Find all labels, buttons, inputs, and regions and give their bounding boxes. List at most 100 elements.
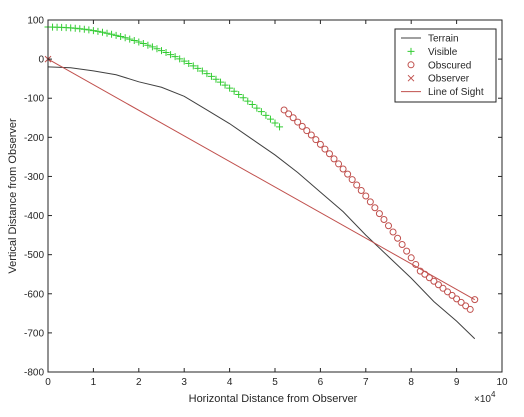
data-point-circle xyxy=(280,106,288,114)
legend-circle-swatch xyxy=(407,61,415,69)
data-point-plus xyxy=(98,28,106,36)
x-exponent-base: ×10 xyxy=(474,394,491,405)
data-point-plus xyxy=(167,51,175,59)
data-point-circle xyxy=(312,136,320,144)
data-point-plus xyxy=(221,81,229,89)
series-terrain xyxy=(47,66,476,340)
legend-plus-swatch xyxy=(407,47,415,55)
data-point-plus xyxy=(253,104,261,112)
data-point-circle xyxy=(439,284,447,292)
series-line xyxy=(47,66,476,340)
data-point-circle xyxy=(366,198,374,206)
legend-label: Observer xyxy=(428,74,470,85)
data-point-plus xyxy=(144,41,152,49)
data-point-plus xyxy=(266,115,274,123)
axes-layer: 0 1 2 3 4 5 6 7 8 9 10 -800 -700 -600 -500 -400 -300 -200… xyxy=(24,16,508,389)
data-point-plus xyxy=(198,67,206,75)
y-tick-label: -500 xyxy=(24,250,44,261)
data-point-plus xyxy=(171,53,179,61)
data-point-circle xyxy=(353,181,361,189)
data-point-circle xyxy=(303,127,311,135)
x-tick-label: 5 xyxy=(272,377,278,388)
data-point-circle xyxy=(285,110,293,118)
data-point-plus xyxy=(89,27,97,35)
data-point-plus xyxy=(158,47,165,55)
series-visible xyxy=(44,23,284,131)
x-exponent-label: ×104 xyxy=(474,390,496,405)
data-point-plus xyxy=(108,30,116,38)
data-point-plus xyxy=(112,31,120,39)
data-point-plus xyxy=(248,101,256,109)
x-tick-label: 9 xyxy=(454,377,460,388)
data-point-circle xyxy=(348,176,356,184)
data-point-circle xyxy=(362,192,370,200)
data-point-circle xyxy=(434,281,442,289)
data-point-circle xyxy=(325,150,333,158)
y-tick-label: 100 xyxy=(27,16,44,27)
y-tick-label: -200 xyxy=(24,133,44,144)
legend-label: Visible xyxy=(428,47,458,58)
data-point-circle xyxy=(403,247,411,255)
data-point-circle xyxy=(335,160,343,168)
x-axis-label: Horizontal Distance from Observer xyxy=(189,393,358,405)
data-point-plus xyxy=(239,94,247,102)
x-tick-label: 10 xyxy=(496,377,508,388)
legend-item-obscured: Obscured xyxy=(407,60,471,71)
data-point-circle xyxy=(471,296,479,304)
data-point-circle xyxy=(344,170,352,178)
data-point-plus xyxy=(185,59,193,67)
series-line xyxy=(47,58,476,301)
y-tick-label: -700 xyxy=(24,328,44,339)
data-point-plus xyxy=(162,49,170,57)
data-point-plus xyxy=(135,38,143,46)
data-point-circle xyxy=(389,228,397,236)
legend-label: Line of Sight xyxy=(428,87,484,98)
x-tick-label: 6 xyxy=(318,377,324,388)
data-point-circle xyxy=(457,298,465,306)
data-point-circle xyxy=(330,155,338,163)
data-point-plus xyxy=(226,84,234,92)
legend: Terrain Visible Obscured Observer Line of Si… xyxy=(394,28,497,103)
x-tick-label: 8 xyxy=(408,377,414,388)
y-tick-label: 0 xyxy=(38,55,44,66)
x-tick-label: 2 xyxy=(136,377,142,388)
data-point-plus xyxy=(121,34,129,42)
data-point-circle xyxy=(298,122,306,130)
y-tick-label: -400 xyxy=(24,211,44,222)
data-point-circle xyxy=(371,204,379,212)
y-axis-label: Vertical Distance from Observer xyxy=(7,118,19,274)
data-point-plus xyxy=(203,70,211,78)
x-tick-label: 7 xyxy=(363,377,369,388)
data-point-circle xyxy=(448,291,456,299)
data-point-circle xyxy=(462,302,470,310)
y-tick-label: -600 xyxy=(24,289,44,300)
x-tick-label: 0 xyxy=(45,377,51,388)
data-point-plus xyxy=(94,27,102,35)
data-point-circle xyxy=(307,131,315,139)
data-point-plus xyxy=(212,75,220,83)
x-exponent-power: 4 xyxy=(491,390,496,399)
legend-cross-swatch xyxy=(407,74,415,82)
data-point-plus xyxy=(230,87,238,95)
x-tick-label: 1 xyxy=(91,377,97,388)
data-point-circle xyxy=(294,118,302,126)
data-point-circle xyxy=(444,288,452,296)
data-point-plus xyxy=(80,25,88,33)
data-point-plus xyxy=(207,72,215,80)
data-point-circle xyxy=(321,145,329,153)
data-point-plus xyxy=(262,111,270,119)
series-layer xyxy=(44,23,479,340)
data-point-circle xyxy=(385,222,392,230)
data-point-circle xyxy=(394,234,402,242)
legend-item-line-of-sight: Line of Sight xyxy=(401,87,484,98)
y-tick-label: -100 xyxy=(24,94,44,105)
data-point-plus xyxy=(153,45,161,53)
legend-label: Obscured xyxy=(428,60,471,71)
data-point-plus xyxy=(85,26,93,34)
data-point-plus xyxy=(117,33,125,41)
data-point-circle xyxy=(407,254,415,262)
data-point-circle xyxy=(380,215,388,223)
data-point-plus xyxy=(103,29,111,37)
data-point-plus xyxy=(235,90,243,98)
